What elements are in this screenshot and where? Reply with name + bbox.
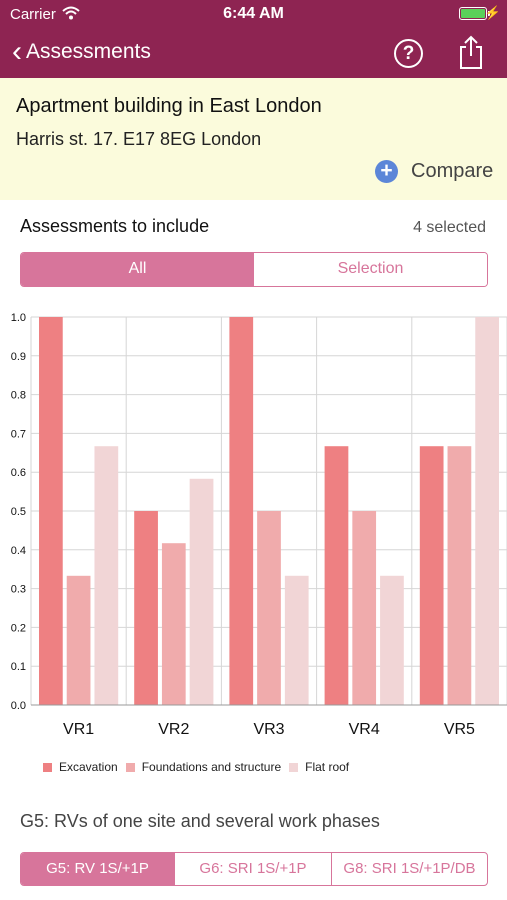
carrier-label: Carrier: [10, 6, 56, 23]
assessments-label: Assessments to include: [20, 216, 210, 236]
bar-excavation-vr3: [229, 317, 254, 705]
site-card: Apartment building in East London Harris…: [0, 78, 507, 200]
y-tick-label: 0.6: [11, 467, 26, 479]
tab-selection[interactable]: Selection: [254, 253, 487, 286]
compare-button[interactable]: + Compare: [375, 160, 493, 183]
legend-swatch: [289, 762, 299, 772]
legend-item-foundations: Foundations and structure: [125, 760, 282, 774]
status-bar: Carrier 6:44 AM ⚡: [0, 0, 507, 28]
x-tick-label: VR3: [253, 721, 284, 738]
back-label: Assessments: [26, 40, 151, 63]
add-circle-icon: +: [375, 160, 398, 183]
compare-label: Compare: [411, 160, 494, 182]
bar-flat-roof-vr3: [284, 575, 309, 705]
bar-excavation-vr4: [324, 446, 349, 705]
legend-swatch: [43, 762, 52, 772]
site-title: Apartment building in East London: [16, 95, 322, 117]
legend-swatch: [125, 762, 135, 772]
help-icon[interactable]: ?: [394, 39, 423, 68]
x-tick-label: VR2: [158, 721, 189, 738]
chevron-left-icon: ‹: [12, 35, 22, 68]
tab-g5[interactable]: G5: RV 1S/+1P: [21, 853, 175, 885]
y-tick-label: 0.2: [11, 622, 26, 634]
legend-item-excavation: Excavation: [43, 760, 118, 774]
bar-excavation-vr5: [419, 446, 444, 705]
y-tick-label: 0.9: [11, 351, 26, 363]
x-tick-label: VR5: [444, 721, 475, 738]
charging-icon: ⚡: [484, 5, 501, 20]
bar-flat-roof-vr2: [189, 478, 214, 705]
tab-g8[interactable]: G8: SRI 1S/+1P/DB: [343, 860, 476, 877]
tab-all[interactable]: All: [21, 253, 254, 286]
legend-label: Foundations and structure: [141, 760, 282, 774]
assessment-filter-segment: All Selection: [20, 252, 488, 287]
x-tick-label: VR4: [349, 721, 380, 738]
legend-item-flat-roof: Flat roof: [289, 760, 349, 774]
bar-excavation-vr1: [39, 317, 63, 705]
clock: 6:44 AM: [223, 5, 284, 22]
group-segment: G5: RV 1S/+1P G6: SRI 1S/+1P G8: SRI 1S/…: [20, 852, 488, 886]
group-title: G5: RVs of one site and several work pha…: [20, 811, 380, 831]
bar-foundations-and-structure-vr5: [447, 446, 472, 705]
y-tick-label: 0.4: [11, 545, 26, 557]
selected-count: 4 selected: [413, 219, 486, 236]
share-icon[interactable]: [457, 34, 485, 70]
y-tick-label: 1.0: [11, 312, 26, 324]
bar-foundations-and-structure-vr3: [257, 511, 281, 705]
wifi-icon: [62, 6, 80, 25]
chart-canvas: 0.0 0.1 0.2 0.3 0.4 0.5 0.6 0.7 0.8 0.9 1.0 VR1 VR2 V…: [11, 312, 507, 738]
y-tick-label: 0.5: [11, 506, 26, 518]
legend-label: Flat roof: [305, 760, 350, 774]
bar-foundations-and-structure-vr2: [161, 543, 186, 705]
y-tick-label: 0.8: [11, 390, 26, 402]
bar-foundations-and-structure-vr1: [66, 575, 91, 705]
y-tick-label: 0.1: [11, 661, 26, 673]
tab-g6[interactable]: G6: SRI 1S/+1P: [175, 853, 332, 885]
legend-label: Excavation: [59, 760, 118, 774]
x-tick-label: VR1: [63, 721, 94, 738]
y-tick-label: 0.7: [11, 428, 26, 440]
battery-icon: [459, 7, 490, 20]
y-tick-label: 0.0: [11, 700, 26, 712]
bar-excavation-vr2: [134, 511, 158, 705]
bar-flat-roof-vr5: [475, 317, 499, 705]
bar-flat-roof-vr4: [380, 575, 404, 705]
site-address: Harris st. 17. E17 8EG London: [16, 129, 262, 149]
chart-legend: Excavation Foundations and structure Fla…: [43, 760, 357, 774]
nav-bar: ‹ Assessments ?: [0, 28, 507, 78]
bar-flat-roof-vr1: [94, 446, 119, 705]
back-button[interactable]: ‹ Assessments: [12, 35, 151, 68]
y-tick-label: 0.3: [11, 584, 26, 596]
bar-foundations-and-structure-vr4: [352, 511, 377, 705]
bar-chart: 0.0 0.1 0.2 0.3 0.4 0.5 0.6 0.7 0.8 0.9 1.0 VR1 VR2 V…: [0, 300, 507, 750]
